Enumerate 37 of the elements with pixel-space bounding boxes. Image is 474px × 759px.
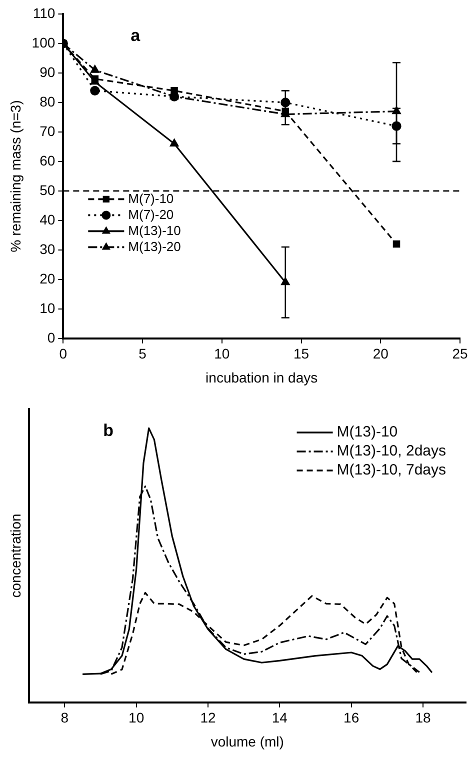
legend-label: M(13)-10 bbox=[336, 424, 398, 441]
annotation: a bbox=[130, 26, 141, 46]
y-axis-title: % remaining mass (n=3) bbox=[7, 100, 24, 252]
y-axis-title: concentration bbox=[7, 514, 24, 598]
x-tick-label: 10 bbox=[128, 710, 144, 726]
x-axis-title: incubation in days bbox=[206, 369, 318, 386]
x-axis-title: volume (ml) bbox=[210, 733, 284, 750]
legend-label: M(13)-20 bbox=[128, 238, 181, 254]
y-tick-label: 40 bbox=[40, 211, 56, 228]
legend-label: M(13)-10, 2days bbox=[336, 442, 446, 460]
y-tick-label: 70 bbox=[40, 122, 56, 139]
x-tick-label: 18 bbox=[415, 710, 431, 726]
x-tick-label: 5 bbox=[138, 346, 147, 362]
x-tick-label: 8 bbox=[60, 710, 69, 726]
x-tick-label: 25 bbox=[452, 346, 468, 362]
y-tick-label: 10 bbox=[40, 300, 56, 316]
x-tick-label: 15 bbox=[293, 346, 310, 362]
x-tick-label: 10 bbox=[214, 346, 230, 362]
x-tick-label: 14 bbox=[272, 710, 288, 726]
y-tick-label: 50 bbox=[40, 182, 56, 198]
annotation: b bbox=[103, 421, 114, 440]
y-tick-label: 0 bbox=[47, 329, 56, 346]
y-tick-label: 60 bbox=[40, 152, 56, 168]
y-tick-label: 110 bbox=[32, 4, 56, 21]
x-tick-label: 20 bbox=[372, 346, 389, 362]
y-tick-label: 30 bbox=[40, 240, 56, 257]
legend-label: M(13)-10, 7days bbox=[336, 462, 446, 479]
legend-label: M(13)-10 bbox=[128, 222, 181, 238]
y-tick-label: 20 bbox=[40, 270, 56, 286]
x-tick-label: 0 bbox=[59, 346, 68, 362]
legend-label: M(7)-10 bbox=[128, 190, 174, 206]
legend-label: M(7)-20 bbox=[128, 206, 174, 222]
x-tick-label: 16 bbox=[344, 710, 360, 726]
y-tick-label: 80 bbox=[40, 93, 56, 110]
y-tick-label: 90 bbox=[40, 64, 56, 80]
x-tick-label: 12 bbox=[200, 710, 216, 726]
y-tick-label: 100 bbox=[32, 34, 56, 50]
